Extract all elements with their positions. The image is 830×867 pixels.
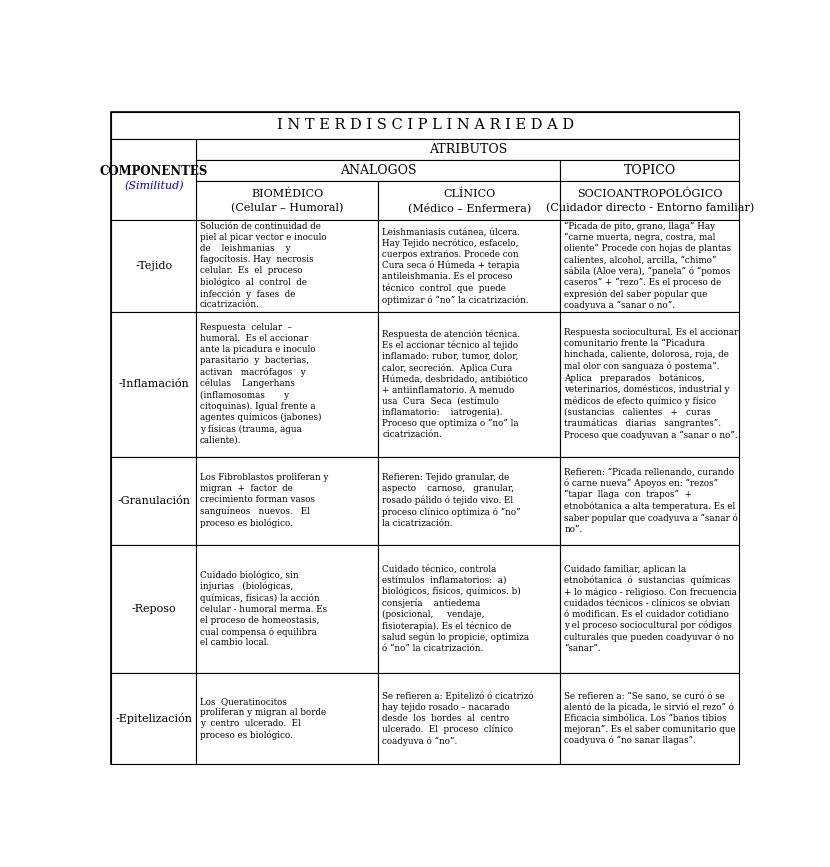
Bar	[196, 181, 378, 220]
Bar	[111, 311, 196, 457]
Bar	[111, 139, 196, 220]
Text: -Inflamación: -Inflamación	[119, 379, 189, 389]
Bar	[111, 220, 196, 311]
Bar	[111, 673, 196, 764]
Text: Refieren: Tejido granular, de
aspecto    carnoso,   granular,
rosado pálido ó te: Refieren: Tejido granular, de aspecto ca…	[382, 473, 520, 528]
Bar	[378, 220, 560, 311]
Text: Respuesta  celular  –
humoral.  Es el accionar
ante la picadura e inoculo
parasi: Respuesta celular – humoral. Es el accio…	[200, 323, 321, 445]
Bar	[111, 112, 740, 139]
Bar	[196, 544, 378, 673]
Bar	[378, 457, 560, 544]
Text: “Picada de pito, grano, llaga” Hay
“carne muerta, negra, costra, mal
oliente” Pr: “Picada de pito, grano, llaga” Hay “carn…	[564, 222, 731, 310]
Bar	[196, 220, 378, 311]
Text: -Tejido: -Tejido	[135, 261, 173, 271]
Bar	[560, 160, 740, 181]
Bar	[196, 311, 378, 457]
Bar	[378, 311, 560, 457]
Text: ANALOGOS: ANALOGOS	[340, 164, 417, 177]
Text: Los Fibroblastos proliferan y
migran  +  factor  de
crecimiento forman vasos
san: Los Fibroblastos proliferan y migran + f…	[200, 473, 329, 528]
Text: -Granulación: -Granulación	[117, 496, 190, 505]
Text: COMPONENTES: COMPONENTES	[100, 165, 208, 178]
Text: Se refieren a: Epitelizó ó cicatrizó
hay tejido rosado – nacarado
desde  los  bo: Se refieren a: Epitelizó ó cicatrizó hay…	[382, 691, 534, 746]
Text: Cuidado biológico, sin
injurias   (biológicas,
químicas, físicas) la acción
celu: Cuidado biológico, sin injurias (biológi…	[200, 570, 327, 648]
Text: BIOMÉDICO
(Celular – Humoral): BIOMÉDICO (Celular – Humoral)	[231, 188, 344, 213]
Text: TOPICO: TOPICO	[623, 164, 676, 177]
Text: Refieren: “Picada rellenando, curando
ó carne nueva” Apoyos en: “rezos”
“tapar  : Refieren: “Picada rellenando, curando ó …	[564, 467, 738, 533]
Text: (Similitud): (Similitud)	[124, 181, 183, 192]
Bar	[560, 544, 740, 673]
Bar	[196, 673, 378, 764]
Text: Se refieren a: “Se sano, se curó ó se
alentó de la picada, le sirvió el rezo” ó
: Se refieren a: “Se sano, se curó ó se al…	[564, 691, 736, 746]
Bar	[196, 160, 560, 181]
Text: Los  Queratinocitos
proliferan y migran al borde
y  centro  ulcerado.  El
proces: Los Queratinocitos proliferan y migran a…	[200, 697, 326, 740]
Bar	[560, 457, 740, 544]
Text: Cuidado familiar, aplican la
etnobótanica  ó  sustancias  químicas
+ lo mágico -: Cuidado familiar, aplican la etnobótanic…	[564, 564, 737, 653]
Bar	[111, 457, 196, 544]
Bar	[111, 544, 196, 673]
Bar	[560, 673, 740, 764]
Text: Respuesta de atención técnica.
Es el accionar técnico al tejido
inflamado: rubor: Respuesta de atención técnica. Es el acc…	[382, 329, 528, 439]
Bar	[378, 673, 560, 764]
Text: Leishmaniasis cutánea, úlcera.
Hay Tejido necrótico, esfacelo,
cuerpos extraños.: Leishmaniasis cutánea, úlcera. Hay Tejid…	[382, 227, 529, 304]
Bar	[196, 139, 740, 160]
Bar	[196, 457, 378, 544]
Text: -Epitelización: -Epitelización	[115, 713, 193, 724]
Bar	[560, 220, 740, 311]
Bar	[378, 181, 560, 220]
Text: CLÍNICO
(Médico – Enfermera): CLÍNICO (Médico – Enfermera)	[408, 188, 531, 213]
Text: SOCIOANTROPOLÓGICO
(Cuidador directo - Entorno familiar): SOCIOANTROPOLÓGICO (Cuidador directo - E…	[545, 188, 754, 213]
Bar	[560, 181, 740, 220]
Text: Respuesta sociocultural. Es el accionar
comunitario frente la “Picadura
hinchada: Respuesta sociocultural. Es el accionar …	[564, 329, 739, 440]
Text: I N T E R D I S C I P L I N A R I E D A D: I N T E R D I S C I P L I N A R I E D A …	[277, 119, 574, 133]
Bar	[378, 544, 560, 673]
Text: ATRIBUTOS: ATRIBUTOS	[428, 143, 507, 156]
Text: Solución de continuidad de
piel al picar vector e inoculo
de    leishmanias    y: Solución de continuidad de piel al picar…	[200, 223, 327, 310]
Text: -Reposo: -Reposo	[131, 604, 176, 614]
Bar	[560, 311, 740, 457]
Text: Cuidado técnico, controla
estímulos  inflamatorios:  a)
biológicos, físicos, quí: Cuidado técnico, controla estímulos infl…	[382, 564, 530, 653]
